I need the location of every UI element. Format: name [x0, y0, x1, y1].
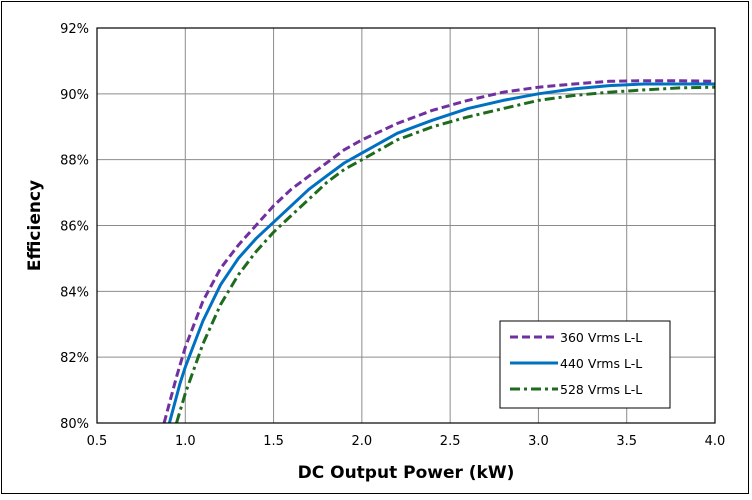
plot-area [96, 27, 716, 424]
x-tick-label: 2.5 [440, 434, 461, 449]
x-tick-label: 2.0 [352, 434, 373, 449]
x-tick-label: 0.5 [87, 434, 108, 449]
y-tick-label: 88% [60, 154, 89, 169]
y-tick-label: 82% [60, 351, 89, 366]
series-line-1 [162, 79, 716, 424]
series-line-2 [167, 82, 715, 424]
x-axis-title: DC Output Power (kW) [298, 463, 515, 483]
legend-label: 440 Vrms L-L [560, 356, 642, 371]
y-tick-label: 90% [60, 88, 89, 103]
y-tick-label: 86% [60, 220, 89, 235]
y-tick-label: 84% [60, 285, 89, 300]
y-tick-label: 80% [60, 417, 89, 432]
legend-label: 360 Vrms L-L [560, 330, 642, 345]
x-tick-label: 1.5 [263, 434, 284, 449]
x-tick-label: 1.0 [175, 434, 196, 449]
y-axis-title: Efficiency [25, 180, 45, 271]
tick-labels: 0.5 1.0 1.5 2.0 2.5 3.0 3.5 4.0 80% 82% 84% 86% 88% 9… [60, 22, 725, 449]
series-layer [162, 79, 716, 424]
x-tick-label: 3.5 [616, 434, 637, 449]
series-line-3 [175, 85, 716, 424]
x-tick-label: 4.0 [705, 434, 726, 449]
legend: 360 Vrms L-L 440 Vrms L-L 528 Vrms L-L [499, 320, 671, 409]
grid [97, 28, 715, 423]
y-tick-label: 92% [60, 22, 89, 37]
legend-label: 528 Vrms L-L [560, 382, 642, 397]
x-tick-label: 3.0 [528, 434, 549, 449]
